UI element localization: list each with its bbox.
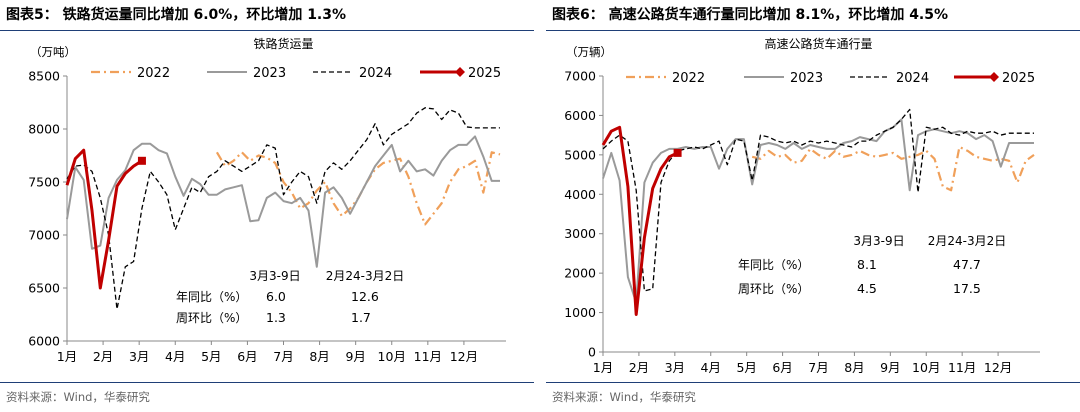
rail-freight-panel: 图表5： 铁路货运量同比增加 6.0%，环比增加 1.3% 铁路货运量 （万吨） 6… [0,0,534,412]
chart-title: 铁路货运量 [253,36,313,51]
title-divider [546,30,1080,31]
table-cell-value: 6.0 [266,289,286,304]
y-tick-label: 7000 [564,69,596,84]
legend-label-2023: 2023 [253,66,286,81]
table-row-label: 年同比（%） [176,290,247,304]
series-line-2022 [751,145,1035,192]
y-tick-label: 0 [588,345,596,360]
x-tick-label: 11月 [948,360,976,375]
x-tick-label: 3月 [665,360,685,375]
series-end-marker-2025 [673,148,682,157]
table-col-header: 2月24-3月2日 [928,234,1007,248]
x-tick-label: 9月 [880,360,900,375]
table-cell-value: 17.5 [953,281,981,296]
x-tick-label: 5月 [201,349,221,364]
x-tick-label: 2月 [93,349,113,364]
x-tick-label: 6月 [237,349,257,364]
x-tick-label: 10月 [378,349,406,364]
y-tick-label: 7000 [28,228,60,243]
legend-label-2025: 2025 [468,66,501,81]
x-tick-label: 5月 [736,360,756,375]
y-tick-label: 6000 [28,334,60,349]
x-tick-label: 4月 [165,349,185,364]
x-tick-label: 9月 [345,349,365,364]
table-row-label: 周环比（%） [738,282,809,296]
legend-label-2024: 2024 [359,66,392,81]
table-cell-value: 47.7 [953,257,981,272]
x-tick-label: 11月 [414,349,442,364]
y-tick-label: 1000 [564,305,596,320]
series-line-2022 [215,151,501,226]
legend-label-2022: 2022 [672,71,705,86]
x-tick-label: 2月 [629,360,649,375]
source-note: 资料来源：Wind，华泰研究 [552,390,696,404]
chart-title: 高速公路货车通行量 [764,36,872,51]
y-tick-label: 2000 [564,266,596,281]
table-cell-value: 1.7 [351,310,371,325]
x-tick-label: 12月 [984,360,1012,375]
y-tick-label: 6000 [564,108,596,123]
highway-truck-panel: 图表6： 高速公路货车通行量同比增加 8.1%，环比增加 4.5% 高速公路货车… [546,0,1080,412]
rail-freight-chart: 铁路货运量 （万吨） 6000 6500 7000 7500 8000 8500 1月 2月 3月 4… [28,36,506,364]
table-row-label: 年同比（%） [738,258,809,272]
x-tick-label: 4月 [701,360,721,375]
table-col-header: 2月24-3月2日 [326,269,405,283]
table-row-label: 周环比（%） [176,311,247,325]
series-end-marker-2025 [137,156,146,165]
series-line-2024 [66,107,500,310]
y-unit-label: （万吨） [30,45,76,59]
source-note: 资料来源：Wind，华泰研究 [6,390,150,404]
x-tick-label: 6月 [772,360,792,375]
y-tick-label: 7500 [28,175,60,190]
bottom-divider [546,382,1080,383]
series-line-2023 [602,118,1034,304]
x-tick-label: 8月 [844,360,864,375]
bottom-divider [0,382,534,383]
legend-marker-2025 [989,72,999,82]
y-tick-label: 8500 [28,69,60,84]
figure-title: 图表6： 高速公路货车通行量同比增加 8.1%，环比增加 4.5% [552,7,949,23]
legend-label-2024: 2024 [896,71,929,86]
legend-marker-2025 [455,67,465,77]
series-line-2023 [66,135,500,268]
x-tick-label: 12月 [450,349,478,364]
legend-label-2022: 2022 [137,66,170,81]
highway-truck-chart: 高速公路货车通行量 （万辆） 0 1000 2000 3000 4000 5000 6000 70… [564,36,1040,375]
x-tick-label: 1月 [593,360,613,375]
x-tick-label: 8月 [309,349,329,364]
y-tick-label: 5000 [564,147,596,162]
x-tick-label: 7月 [273,349,293,364]
figure-title: 图表5： 铁路货运量同比增加 6.0%，环比增加 1.3% [6,7,347,23]
legend-label-2023: 2023 [790,71,823,86]
series-line-2025 [601,125,679,316]
y-tick-label: 4000 [564,187,596,202]
table-cell-value: 4.5 [857,281,877,296]
legend-label-2025: 2025 [1002,71,1035,86]
x-tick-label: 7月 [808,360,828,375]
x-tick-label: 3月 [129,349,149,364]
x-tick-label: 1月 [57,349,77,364]
y-tick-label: 3000 [564,226,596,241]
title-divider [0,30,534,31]
y-tick-label: 8000 [28,122,60,137]
table-col-header: 3月3-9日 [249,269,300,283]
x-tick-label: 10月 [912,360,940,375]
table-cell-value: 8.1 [857,257,877,272]
series-line-2025 [65,148,143,290]
y-unit-label: （万辆） [566,45,612,59]
table-cell-value: 1.3 [266,310,286,325]
table-col-header: 3月3-9日 [853,234,904,248]
table-cell-value: 12.6 [351,289,379,304]
y-tick-label: 6500 [28,281,60,296]
